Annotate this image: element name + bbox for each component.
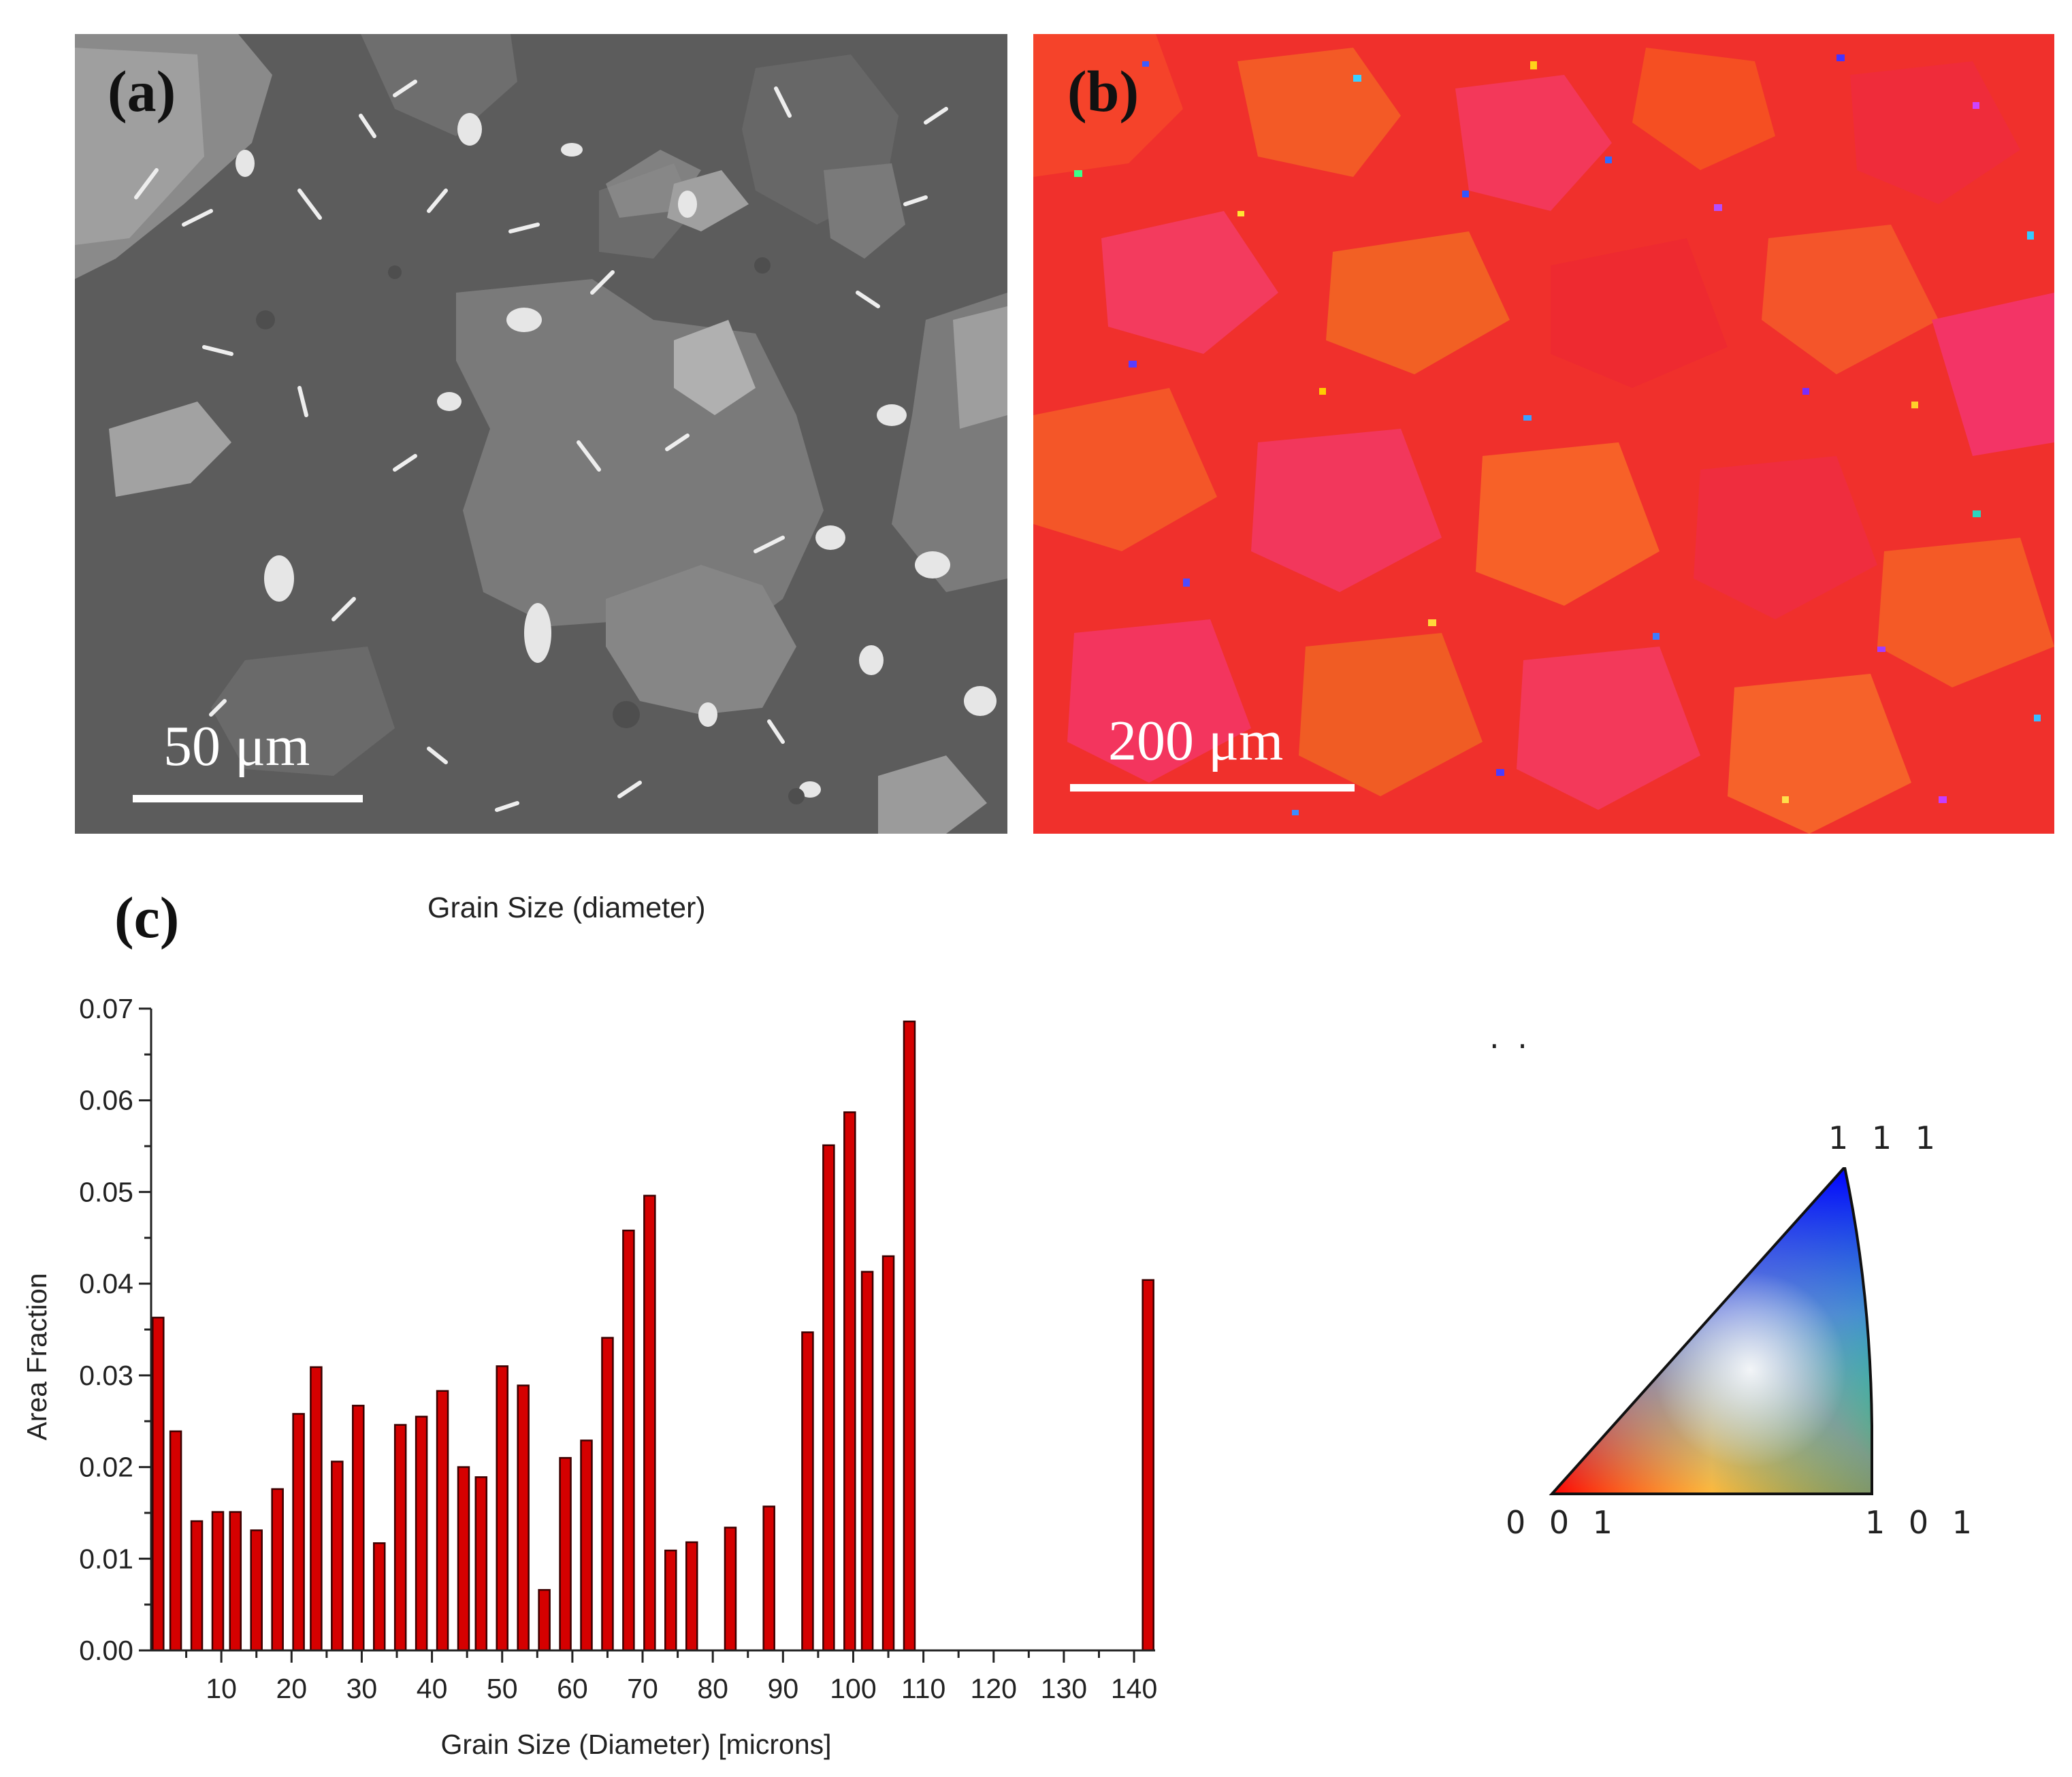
x-tick-label-0: 10 xyxy=(206,1673,237,1704)
x-tick-label-7: 80 xyxy=(697,1673,728,1704)
bar-29 xyxy=(801,1331,814,1652)
y-ticks-group: 0.00 0.01 0.02 0.03 0.04 0.05 0.06 0.07 xyxy=(79,993,151,1666)
bar-12 xyxy=(393,1424,407,1652)
bar-8 xyxy=(310,1366,323,1652)
bar-15 xyxy=(457,1466,470,1652)
bar-23 xyxy=(622,1229,635,1652)
ebsd-orientation-map xyxy=(1033,34,2054,834)
panel-b-label: (b) xyxy=(1067,59,1139,124)
ipf-label-001: 0 0 1 xyxy=(1506,1504,1620,1541)
ipf-label-101: 1 0 1 xyxy=(1865,1504,1979,1541)
x-tick-label-5: 60 xyxy=(557,1673,588,1704)
x-tick-label-13: 140 xyxy=(1111,1673,1157,1704)
bar-24 xyxy=(643,1194,656,1652)
bar-34 xyxy=(903,1020,916,1652)
y-tick-label-7: 0.07 xyxy=(79,993,133,1024)
y-tick-label-4: 0.04 xyxy=(79,1268,133,1299)
bar-17 xyxy=(496,1365,508,1652)
bar-6 xyxy=(271,1488,284,1652)
y-tick-label-2: 0.02 xyxy=(79,1452,133,1483)
bar-10 xyxy=(352,1405,365,1652)
y-tick-label-1: 0.01 xyxy=(79,1543,133,1574)
x-tick-label-12: 130 xyxy=(1041,1673,1087,1704)
bar-25 xyxy=(664,1549,677,1652)
x-tick-label-11: 120 xyxy=(971,1673,1017,1704)
bar-1 xyxy=(169,1430,182,1652)
panel-b-scale-label: 200 μm xyxy=(1108,709,1284,772)
bar-19 xyxy=(538,1588,551,1652)
y-axis-label: Area Fraction xyxy=(21,1273,52,1440)
bars-group xyxy=(152,1020,1154,1652)
bar-13 xyxy=(415,1416,428,1652)
bar-33 xyxy=(881,1255,895,1652)
bar-5 xyxy=(250,1529,263,1652)
x-tick-label-8: 90 xyxy=(768,1673,799,1704)
bar-2 xyxy=(190,1520,204,1652)
x-tick-label-10: 110 xyxy=(901,1673,945,1704)
y-tick-label-6: 0.06 xyxy=(79,1085,133,1116)
panel-a-scale-bar xyxy=(133,795,363,802)
bar-14 xyxy=(436,1390,449,1652)
x-tick-label-3: 40 xyxy=(417,1673,448,1704)
bar-32 xyxy=(860,1271,874,1652)
x-ticks-group: 10 20 30 40 50 60 70 80 90 100 110 120 130 140 xyxy=(185,1650,1157,1704)
ipf-label-111: 1 1 1 xyxy=(1828,1120,1943,1156)
y-tick-label-3: 0.03 xyxy=(79,1360,133,1391)
panel-a-scale-label: 50 μm xyxy=(163,715,310,778)
ipf-dots: · · xyxy=(1489,1028,1532,1064)
bar-9 xyxy=(331,1461,344,1652)
bar-7 xyxy=(292,1413,305,1652)
bar-3 xyxy=(211,1511,225,1652)
panel-b-scale-bar xyxy=(1070,784,1355,792)
bar-0 xyxy=(152,1316,165,1652)
ipf-triangle-icon xyxy=(1549,1167,1873,1495)
sem-micrograph-texture xyxy=(75,34,1007,834)
bar-35 xyxy=(1142,1279,1154,1652)
bar-30 xyxy=(822,1144,835,1652)
x-tick-label-9: 100 xyxy=(830,1673,876,1704)
bar-18 xyxy=(517,1384,530,1652)
x-axis-label: Grain Size (Diameter) [microns] xyxy=(440,1729,831,1760)
bar-22 xyxy=(601,1337,614,1652)
bar-20 xyxy=(559,1456,572,1652)
x-tick-label-1: 20 xyxy=(276,1673,307,1704)
x-tick-label-4: 50 xyxy=(487,1673,518,1704)
bar-21 xyxy=(580,1439,593,1652)
ebsd-map-texture xyxy=(1033,34,2054,834)
panel-a-label: (a) xyxy=(108,59,176,124)
x-tick-label-6: 70 xyxy=(627,1673,658,1704)
bar-11 xyxy=(372,1542,386,1652)
bar-27 xyxy=(724,1527,737,1652)
bar-28 xyxy=(762,1505,775,1652)
panel-c-label: (c) xyxy=(114,885,180,950)
chart-title: Grain Size (diameter) xyxy=(427,892,706,924)
y-tick-label-0: 0.00 xyxy=(79,1635,133,1666)
x-tick-label-2: 30 xyxy=(346,1673,378,1704)
bar-16 xyxy=(474,1476,488,1652)
bar-26 xyxy=(685,1541,698,1652)
sem-micrograph xyxy=(75,34,1007,834)
bar-31 xyxy=(843,1111,856,1652)
bar-4 xyxy=(229,1511,242,1652)
y-tick-label-5: 0.05 xyxy=(79,1176,133,1207)
